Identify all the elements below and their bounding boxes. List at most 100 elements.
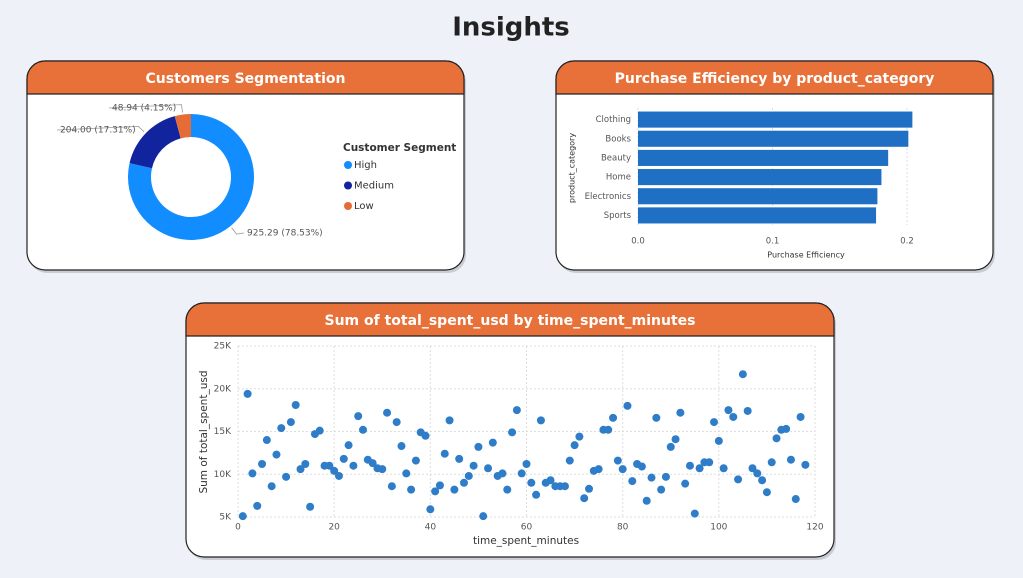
scatter-point	[479, 512, 488, 521]
leader-line	[108, 104, 183, 113]
y-tick-label: Books	[605, 134, 631, 144]
scatter-point	[445, 416, 454, 425]
scatter-point	[613, 456, 622, 465]
scatter-point	[392, 418, 401, 427]
page-title: Insights	[452, 13, 570, 43]
donut-slice	[127, 114, 254, 241]
scatter-point	[368, 459, 377, 468]
scatter-point	[676, 408, 685, 417]
scatter-point	[464, 471, 473, 480]
y-tick-label: 25K	[214, 342, 232, 352]
scatter-point	[690, 509, 699, 518]
scatter-point	[671, 435, 680, 444]
x-tick-label: 20	[328, 523, 340, 533]
scatter-point	[354, 412, 363, 421]
scatter-point	[786, 455, 795, 464]
legend-marker	[344, 202, 352, 210]
scatter-point	[695, 464, 704, 473]
legend-label: Low	[354, 201, 374, 212]
x-axis-title: Purchase Efficiency	[767, 251, 845, 260]
bar	[638, 207, 877, 224]
scatter-point	[536, 416, 545, 425]
card-header	[555, 60, 994, 95]
scatter-point	[570, 441, 579, 450]
scatter-point	[498, 469, 507, 478]
scatter-point	[359, 425, 368, 434]
scatter-point	[609, 413, 618, 422]
card-header	[26, 60, 465, 95]
scatter-point	[267, 482, 276, 491]
scatter-point	[791, 495, 800, 504]
scatter-point	[258, 459, 267, 468]
scatter-point	[474, 442, 483, 451]
scatter-point	[286, 418, 295, 427]
scatter-point	[315, 426, 324, 435]
scatter-point	[710, 418, 719, 427]
scatter-point	[344, 441, 353, 450]
scatter-point	[657, 485, 666, 494]
scatter-point	[397, 442, 406, 451]
x-tick-label: 40	[425, 523, 437, 533]
scatter-point	[459, 478, 468, 487]
scatter-point	[455, 454, 464, 463]
scatter-point	[277, 424, 286, 433]
y-axis-title: product_category	[568, 133, 577, 203]
x-tick-label: 0	[235, 523, 241, 533]
scatter-point	[666, 442, 675, 451]
y-tick-label: Home	[606, 173, 631, 183]
y-tick-label: Electronics	[585, 192, 632, 202]
scatter-point	[772, 434, 781, 443]
card-title: Sum of total_spent_usd by time_spent_min…	[325, 313, 696, 329]
bar	[638, 111, 913, 128]
scatter-point	[301, 459, 310, 468]
legend-marker	[344, 181, 352, 190]
scatter-point	[767, 458, 776, 467]
scatter-point	[532, 490, 541, 499]
scatter-point	[450, 485, 459, 494]
y-tick-label: 10K	[214, 470, 232, 480]
scatter-point	[743, 406, 752, 415]
scatter-point	[748, 464, 757, 473]
scatter-point	[435, 481, 444, 490]
x-tick-label: 0.0	[631, 237, 645, 247]
scatter-point	[560, 482, 569, 491]
leader-line	[56, 125, 145, 133]
bar	[638, 149, 889, 166]
y-tick-label: Beauty	[601, 153, 631, 163]
scatter-point	[508, 428, 517, 437]
y-axis-title: Sum of total_spent_usd	[198, 370, 210, 493]
data-label: 925.29 (78.53%)	[247, 229, 323, 239]
scatter-point	[469, 461, 478, 470]
scatter-point	[349, 461, 358, 470]
scatter-point	[705, 458, 714, 467]
scatter-point	[729, 412, 738, 421]
scatter-point	[243, 389, 252, 398]
y-tick-label: 5K	[219, 513, 232, 523]
scatter-point	[522, 459, 531, 468]
bar	[638, 130, 909, 147]
scatter-point	[402, 469, 411, 478]
y-tick-label: 15K	[214, 427, 232, 437]
scatter-point	[272, 450, 281, 459]
scatter-point	[681, 479, 690, 488]
scatter-point	[291, 400, 300, 409]
scatter-point	[734, 475, 743, 484]
scatter-point	[565, 456, 574, 465]
scatter-point	[431, 487, 440, 496]
scatter-point	[325, 461, 334, 470]
y-tick-label: 20K	[214, 384, 232, 394]
scatter-point	[248, 469, 257, 478]
scatter-point	[585, 484, 594, 493]
donut-slice	[174, 114, 191, 139]
scatter-point	[296, 465, 305, 474]
scatter-point	[801, 460, 810, 469]
scatter-point	[575, 432, 584, 441]
scatter-point	[685, 461, 694, 470]
scatter-point	[714, 436, 723, 445]
scatter-point	[628, 477, 637, 486]
scatter-point	[546, 476, 555, 485]
donut-slice	[129, 116, 181, 169]
legend-title: Customer Segment	[343, 142, 456, 154]
scatter-point	[642, 496, 651, 505]
